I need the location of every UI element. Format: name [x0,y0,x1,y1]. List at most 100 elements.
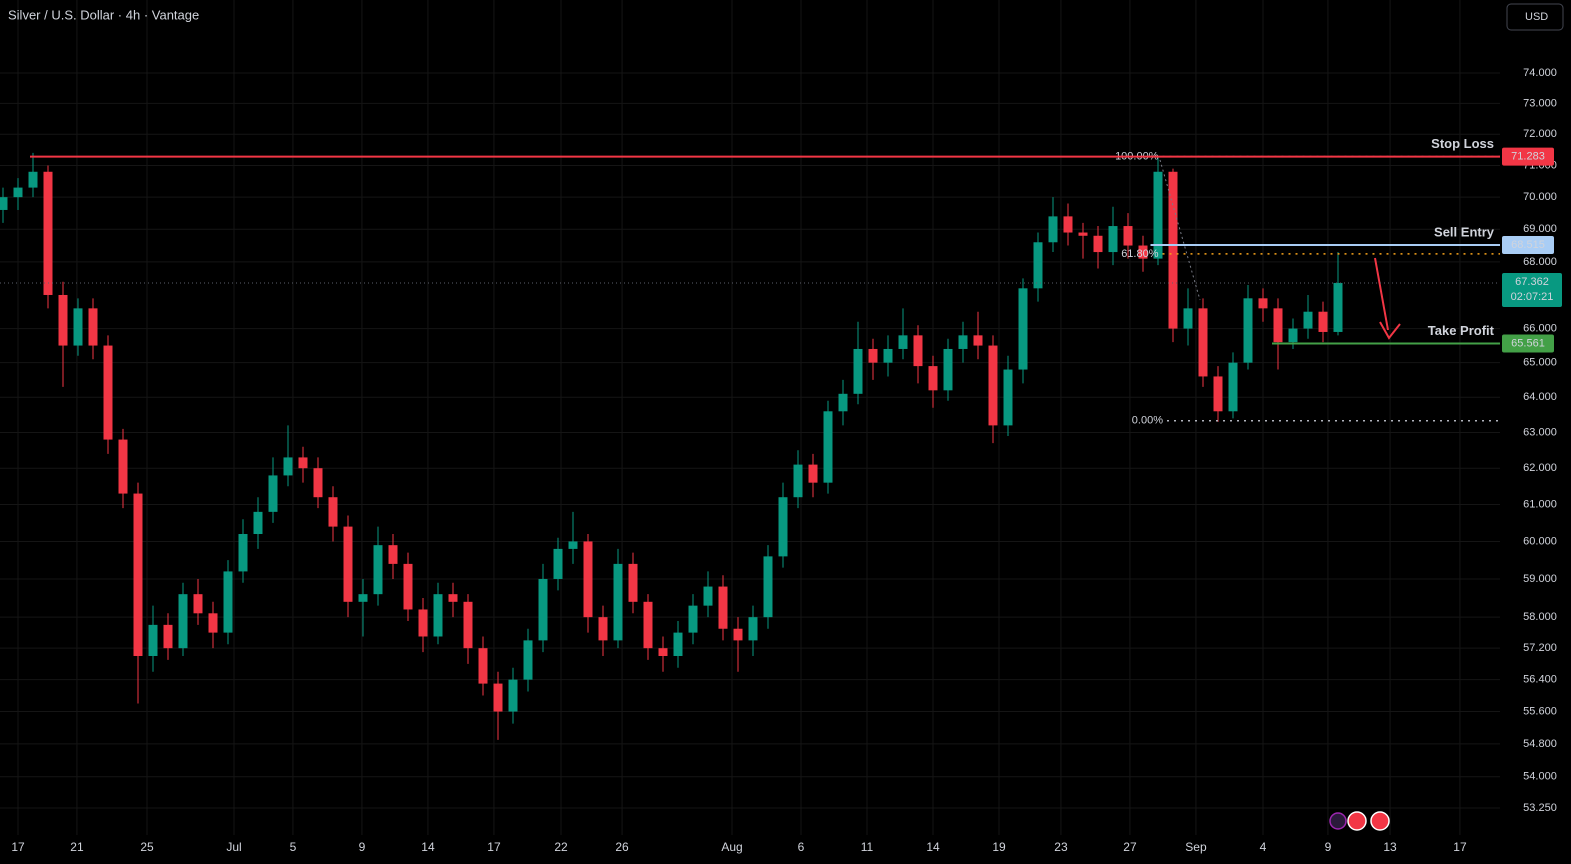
candle-body [298,457,308,469]
candle-body [478,648,488,684]
candle-body [1258,298,1268,309]
arrow-head [1379,321,1401,340]
candle-body [508,679,518,712]
candle-body [883,348,893,363]
level-price-label: 68.515 [1511,239,1545,251]
candle-body [1123,226,1133,246]
x-tick-label: 22 [554,840,568,854]
y-tick-label: 66.000 [1523,322,1557,334]
candle-body [1243,298,1253,363]
y-tick-label: 70.000 [1523,191,1557,203]
candle-body [1213,376,1223,412]
candle-body [1048,216,1058,243]
candle-body [583,541,593,618]
currency-button[interactable] [1506,3,1564,31]
x-tick-label: 11 [861,840,874,854]
candle-body [1333,282,1343,332]
candle-body [628,563,638,602]
y-tick-label: 68.000 [1523,256,1557,268]
candle-body [163,624,173,649]
x-tick-label: 4 [1260,840,1267,854]
level-name: Stop Loss [1431,136,1494,151]
candle-body [898,335,908,349]
candle-body [763,556,773,618]
candle-body [208,613,218,633]
candle-body [838,393,848,412]
candle-body [268,475,278,512]
x-tick-label: 25 [140,840,154,854]
candle-body [523,640,533,680]
candle-body [388,545,398,564]
candle-body [88,308,98,346]
candle-body [358,594,368,602]
candle-body [1288,328,1298,343]
candles [0,152,1343,740]
event-icon[interactable] [1347,811,1367,831]
candle-body [1033,242,1043,289]
candle-body [1018,288,1028,370]
x-tick-label: 27 [1123,840,1137,854]
fib-trend-line [1159,159,1201,301]
x-tick-label: 5 [290,840,297,854]
candle-body [1228,362,1238,412]
candle-body [823,411,833,483]
y-tick-label: 58.000 [1523,611,1557,623]
arrow-shaft [1374,257,1389,331]
candle-body [133,493,143,657]
candle-body [403,563,413,610]
candle-body [58,294,68,346]
candle-body [343,526,353,602]
candle-body [448,594,458,602]
candle-body [1153,171,1163,259]
event-icon[interactable] [1370,811,1390,831]
level-price-box [1502,334,1554,353]
candle-body [1063,216,1073,233]
x-tick-label: 6 [798,840,805,854]
candle-body [28,171,38,188]
candle-body [1183,308,1193,329]
candle-body [748,617,758,641]
x-tick-label: 17 [11,840,25,854]
candle-body [673,632,683,657]
candle-body [1003,369,1013,426]
candle-body [973,335,983,346]
level-price-box [1502,147,1554,166]
candle-body [193,594,203,614]
candle-body [1318,311,1328,332]
candle-body [928,366,938,391]
candle-body [658,648,668,657]
x-tick-label: Jul [226,840,241,854]
currency-label: USD [1525,11,1548,23]
x-tick-label: 26 [615,840,629,854]
candle-body [1168,171,1178,329]
fib-level-label: 0.00% [1132,415,1163,427]
level-name: Sell Entry [1434,224,1495,239]
y-tick-label: 62.000 [1523,462,1557,474]
y-tick-label: 55.600 [1523,705,1557,717]
candle-body [718,586,728,629]
x-tick-label: 13 [1383,840,1397,854]
y-tick-label: 57.200 [1523,642,1557,654]
y-tick-label: 61.000 [1523,498,1557,510]
candle-body [13,187,23,198]
candle-body [553,548,563,579]
x-tick-label: 21 [70,840,84,854]
candle-body [688,605,698,633]
candle-body [1093,235,1103,253]
level-price-box [1502,236,1554,255]
x-tick-label: Sep [1185,840,1207,854]
last-price-label: 67.362 [1515,276,1549,288]
event-icon[interactable] [1329,812,1347,830]
candle-body [538,578,548,641]
level-name: Take Profit [1428,323,1495,338]
candle-body [598,617,608,641]
level-price-label: 65.561 [1511,337,1545,349]
x-tick-label: 17 [487,840,501,854]
candle-body [988,345,998,426]
y-tick-label: 54.000 [1523,771,1557,783]
y-tick-label: 56.400 [1523,674,1557,686]
chart-title: Silver / U.S. Dollar · 4h · Vantage [8,7,199,22]
